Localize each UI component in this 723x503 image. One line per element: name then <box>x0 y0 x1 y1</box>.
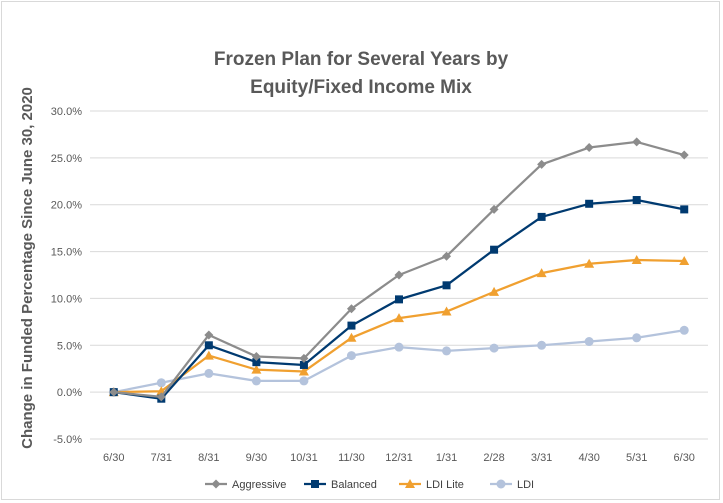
data-point-circle <box>489 343 499 353</box>
x-tick-label: 7/31 <box>151 452 172 464</box>
data-point-square <box>442 281 451 290</box>
data-point-diamond <box>251 352 261 362</box>
data-point-triangle <box>346 332 357 342</box>
x-tick-label: 6/30 <box>674 452 695 464</box>
x-tick-label: 9/30 <box>246 452 267 464</box>
y-tick-label: 10.0% <box>51 293 82 305</box>
chart-title-line-1: Frozen Plan for Several Years by <box>214 49 509 70</box>
x-tick-label: 4/30 <box>578 452 599 464</box>
legend-label: LDI <box>517 479 534 491</box>
data-point-triangle <box>536 268 547 278</box>
data-point-diamond <box>211 479 221 489</box>
series-line-ldi <box>113 329 685 394</box>
data-point-square <box>395 295 403 304</box>
x-tick-label: 2/28 <box>483 452 504 464</box>
y-tick-label: -5.0% <box>53 434 82 446</box>
legend-label: Aggressive <box>232 479 286 491</box>
y-tick-label: 0.0% <box>57 387 82 399</box>
data-point-triangle <box>203 350 214 360</box>
legend: Aggressive Balanced LDI Lite LDI <box>205 479 534 491</box>
data-point-square <box>680 205 689 214</box>
y-axis-label: Change in Funded Percentage Since June 3… <box>19 87 36 449</box>
data-point-diamond <box>537 159 547 169</box>
data-point-diamond <box>156 392 166 402</box>
x-tick-label: 1/31 <box>436 452 457 464</box>
x-tick-label: 5/31 <box>626 452 647 464</box>
data-point-triangle <box>394 313 404 323</box>
x-tick-label: 8/31 <box>198 452 219 464</box>
data-point-circle <box>204 368 214 378</box>
series-line-aggressive <box>113 140 685 398</box>
data-point-triangle <box>441 306 452 316</box>
data-point-square <box>204 341 213 350</box>
legend-label: LDI Lite <box>426 479 464 491</box>
data-point-triangle <box>631 255 642 265</box>
data-point-circle <box>394 342 404 352</box>
data-point-circle <box>496 479 506 489</box>
data-point-diamond <box>442 251 452 261</box>
x-tick-label: 10/31 <box>290 452 318 464</box>
x-tick-label: 12/31 <box>385 452 413 464</box>
data-point-circle <box>251 376 261 386</box>
x-tick-label: 6/30 <box>103 452 124 464</box>
y-tick-label: 5.0% <box>57 340 82 352</box>
data-point-triangle <box>405 479 415 488</box>
data-point-circle <box>442 346 452 356</box>
data-point-square <box>632 196 641 205</box>
data-point-circle <box>584 337 594 347</box>
data-point-circle <box>537 340 547 350</box>
data-point-diamond <box>679 150 689 160</box>
y-tick-label: 15.0% <box>51 247 82 259</box>
data-point-square <box>537 212 546 221</box>
data-point-square <box>299 360 308 369</box>
data-point-square <box>252 358 261 367</box>
data-point-triangle <box>489 286 500 296</box>
chart-title-line-2: Equity/Fixed Income Mix <box>250 77 472 98</box>
series-lines <box>108 137 690 403</box>
data-point-triangle <box>584 258 595 268</box>
x-tick-label: 11/30 <box>338 452 365 464</box>
series-line-ldi-lite <box>113 258 685 394</box>
y-tick-label: 30.0% <box>51 106 82 118</box>
y-tick-label: 25.0% <box>51 153 82 165</box>
data-point-square <box>347 321 356 330</box>
data-point-square <box>585 199 594 208</box>
x-tick-label: 3/31 <box>531 452 552 464</box>
y-tick-label: 20.0% <box>51 200 82 212</box>
data-point-circle <box>299 376 309 386</box>
data-point-square <box>490 245 499 254</box>
data-point-diamond <box>204 330 214 340</box>
data-point-square <box>311 480 319 488</box>
data-point-circle <box>679 325 689 335</box>
data-point-triangle <box>298 366 309 376</box>
data-point-diamond <box>394 270 404 280</box>
x-tick-labels: 6/30 7/31 8/31 9/30 10/31 11/30 12/31 1/31 2/28 3… <box>103 452 695 464</box>
data-point-diamond <box>299 353 309 363</box>
data-point-circle <box>632 333 642 343</box>
data-point-diamond <box>109 387 119 397</box>
data-point-diamond <box>584 143 594 153</box>
data-point-diamond <box>346 304 356 314</box>
y-tick-labels: -5.0% 0.0% 5.0% 10.0% 15.0% 20.0% 25.0% 30.0% <box>51 106 82 446</box>
legend-label: Balanced <box>331 479 377 491</box>
data-point-circle <box>346 351 356 361</box>
data-point-circle <box>156 378 166 388</box>
data-point-triangle <box>251 364 262 374</box>
data-point-triangle <box>679 255 690 265</box>
data-point-diamond <box>489 204 499 214</box>
data-point-diamond <box>632 137 642 147</box>
